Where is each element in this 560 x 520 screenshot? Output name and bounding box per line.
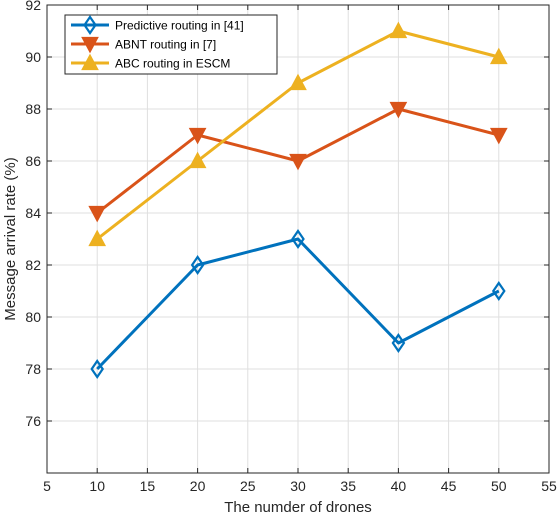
data-point: [188, 151, 207, 169]
data-point: [391, 333, 406, 353]
data-point: [190, 255, 205, 275]
data-point: [489, 47, 508, 65]
series-2: [88, 101, 508, 223]
data-point: [389, 101, 408, 119]
y-tick-label: 86: [25, 153, 41, 169]
legend-label: ABC routing in ESCM: [115, 57, 230, 71]
data-point: [188, 127, 207, 145]
x-tick-label: 50: [491, 478, 507, 494]
x-axis-title: The numder of drones: [224, 499, 372, 516]
series-layer: [88, 21, 508, 379]
data-point: [389, 21, 408, 39]
legend-marker: [81, 36, 99, 54]
x-tick-label: 40: [391, 478, 407, 494]
y-tick-label: 92: [25, 0, 41, 13]
x-tick-label: 20: [190, 478, 206, 494]
legend-label: Predictive routing in [41]: [115, 19, 244, 33]
series-line: [96, 237, 500, 371]
data-point: [489, 127, 508, 145]
legend-label: ABNT routing in [7]: [115, 38, 216, 52]
y-tick-label: 82: [25, 257, 41, 273]
x-tick-label: 15: [140, 478, 156, 494]
data-point: [88, 205, 107, 223]
x-tick-label: 35: [340, 478, 356, 494]
x-tick-label: 30: [290, 478, 306, 494]
x-tick-label: 25: [240, 478, 256, 494]
data-point: [291, 229, 305, 249]
y-tick-label: 84: [25, 205, 41, 221]
legend-marker: [81, 53, 99, 71]
data-point: [491, 281, 506, 301]
data-point: [289, 153, 307, 171]
data-point: [88, 229, 107, 247]
data-point: [289, 73, 307, 91]
y-tick-label: 88: [25, 101, 41, 117]
x-tick-label: 10: [89, 478, 105, 494]
legend: Predictive routing in [41] ABNT routing i…: [64, 14, 278, 75]
x-tick-label: 5: [43, 478, 51, 494]
series-1: [90, 229, 506, 379]
data-point: [90, 359, 105, 379]
series-3: [88, 21, 508, 247]
y-axis-title: Message arrival rate (%): [2, 157, 19, 320]
y-tick-label: 80: [25, 309, 41, 325]
y-tick-label: 76: [25, 413, 41, 429]
x-tick-label: 45: [441, 478, 457, 494]
y-tick-label: 90: [25, 49, 41, 65]
tick-layer: 5 10 15 20 25 30 35 40 45 50 55 76 78 80 82 84 86 88 90 92: [25, 0, 557, 494]
x-tick-label: 55: [541, 478, 557, 494]
y-tick-label: 78: [25, 361, 41, 377]
legend-marker: [83, 15, 97, 35]
